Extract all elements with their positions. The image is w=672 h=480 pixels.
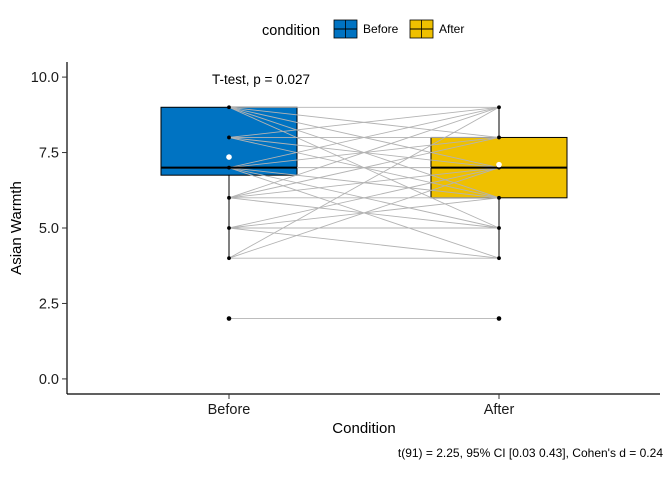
- legend-title: condition: [262, 23, 320, 39]
- mean-marker-after: [496, 161, 502, 168]
- y-tick-label: 2.5: [39, 296, 59, 312]
- data-point: [227, 226, 231, 230]
- paired-line: [228, 167, 500, 229]
- data-point: [497, 226, 501, 230]
- stats-caption: t(91) = 2.25, 95% CI [0.03 0.43], Cohen'…: [398, 446, 663, 460]
- legend: condition Before After: [262, 19, 464, 39]
- data-point: [227, 195, 231, 200]
- data-point: [227, 105, 231, 110]
- data-point: [227, 135, 231, 140]
- y-tick-label: 5.0: [39, 221, 59, 237]
- x-axis-ticks: Before After: [208, 394, 515, 418]
- legend-label-after: After: [439, 22, 464, 36]
- plot-area: [160, 105, 568, 321]
- paired-line: [228, 137, 500, 199]
- data-point: [497, 256, 501, 261]
- paired-line: [228, 106, 500, 138]
- y-axis-title: Asian Warmth: [8, 181, 25, 275]
- y-tick-label: 7.5: [39, 146, 59, 162]
- paired-line: [228, 106, 500, 259]
- data-point: [497, 316, 501, 321]
- data-point: [227, 256, 231, 261]
- data-point: [227, 165, 231, 170]
- x-tick-label-after: After: [484, 402, 515, 418]
- mean-marker-before: [226, 154, 232, 160]
- data-point: [227, 316, 231, 321]
- y-tick-label: 0.0: [39, 372, 59, 388]
- paired-line: [228, 227, 500, 259]
- data-point: [497, 135, 501, 140]
- paired-line: [228, 106, 500, 169]
- data-point: [497, 195, 501, 200]
- data-point: [497, 105, 501, 110]
- legend-label-before: Before: [363, 22, 399, 36]
- ttest-annotation: T-test, p = 0.027: [212, 72, 310, 87]
- paired-line: [228, 167, 500, 259]
- paired-line: [228, 106, 500, 199]
- y-tick-label: 10.0: [31, 70, 59, 86]
- x-tick-label-before: Before: [208, 402, 251, 418]
- x-axis-title: Condition: [332, 420, 395, 437]
- y-axis-ticks: 0.0 2.5 5.0 7.5 10.0: [31, 70, 67, 388]
